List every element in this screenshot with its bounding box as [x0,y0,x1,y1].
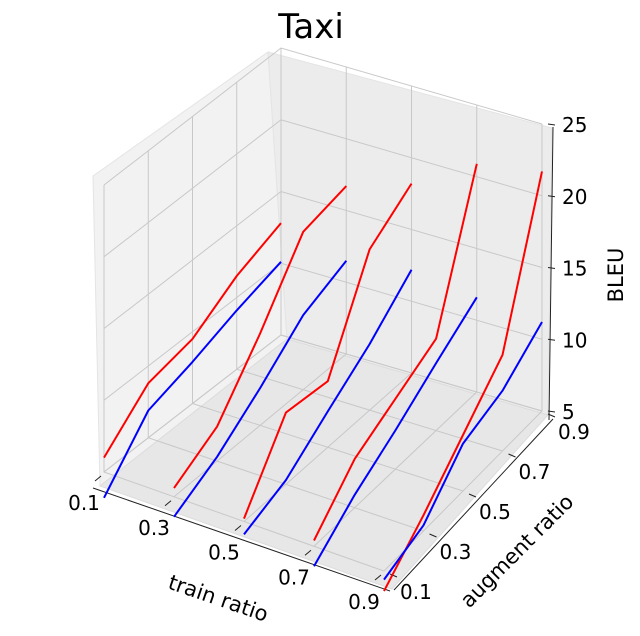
x-tick-label: 0.9 [348,590,380,614]
grid-lines [103,47,543,572]
series-line [243,269,413,536]
z-grid-line [103,190,543,329]
z-grid-line [103,119,543,258]
y-tick-mark [468,493,477,498]
series-line [103,261,282,499]
series-line [243,183,413,519]
z-tick-label: 10 [562,328,587,352]
series-line [103,222,282,459]
z-tick-label: 20 [562,185,587,209]
z-tick-mark [547,195,556,198]
series-line [383,171,543,592]
series-line [173,185,348,489]
x-tick-mark [304,549,312,556]
x-tick-label: 0.5 [208,541,240,565]
y-tick-mark [508,453,516,458]
series-line [313,163,478,541]
x-tick-label: 0.1 [68,491,100,515]
x-axis-label: train ratio [165,570,271,627]
z-tick-mark [547,410,556,413]
y-tick-label: 0.5 [479,500,511,524]
z-axis-label: BLEU [604,248,628,303]
x-tick-mark [234,525,242,531]
z-grid-line [103,47,543,186]
y-tick-mark [389,573,398,578]
x-tick-mark [94,475,102,482]
series [103,163,543,592]
x-tick-mark [164,500,172,507]
series-line [313,296,478,567]
floor-pane [98,338,549,590]
y-tick-label: 0.9 [558,420,590,444]
z-tick-label: 5 [562,400,575,424]
z-tick-mark [547,338,556,341]
z-tick-mark [547,123,556,126]
x-tick-mark [374,574,382,581]
z-tick-mark [547,267,556,269]
series-line [173,260,348,518]
y-tick-label: 0.3 [440,540,472,564]
series-line [383,321,543,581]
x-tick-label: 0.3 [138,516,170,540]
z-tick-label: 15 [562,257,587,281]
y-tick-label: 0.7 [519,460,551,484]
y-axis-line [393,418,554,591]
y-tick-mark [429,533,437,538]
chart-title: Taxi [277,7,344,47]
x-tick-label: 0.7 [278,565,310,589]
x-axis-line [92,487,391,592]
z-grid-line [103,334,543,473]
z-axis-line [548,126,554,421]
y-tick-mark [547,413,556,418]
y-tick-label: 0.1 [400,580,432,604]
y-axis-label: augment ratio [456,490,579,613]
z-tick-label: 25 [562,113,587,137]
